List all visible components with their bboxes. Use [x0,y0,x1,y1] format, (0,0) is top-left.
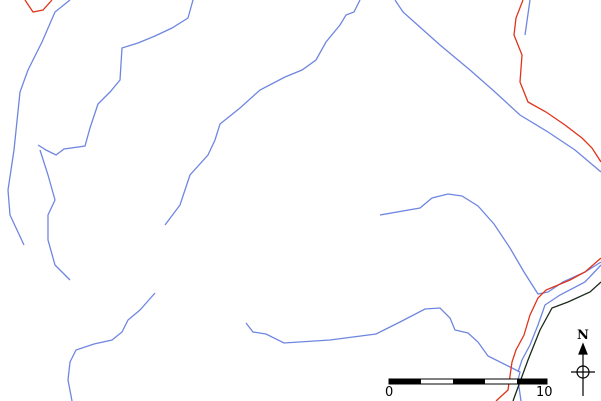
road [24,0,53,13]
stream [245,307,522,401]
stream [517,264,601,373]
road [513,0,601,163]
railway [512,281,601,401]
north-arrow-icon [571,342,595,396]
stream [394,0,601,173]
road [495,257,601,401]
stream [39,149,71,281]
stream [7,0,71,246]
stream [37,0,194,156]
north-label: N [577,328,589,343]
stream [67,292,156,401]
scale-start-label: 0 [385,385,394,400]
stream [379,193,601,295]
scale-end-label: 10 [536,385,553,400]
stream [164,0,361,226]
scale-bar [388,378,548,385]
stream [524,0,531,36]
